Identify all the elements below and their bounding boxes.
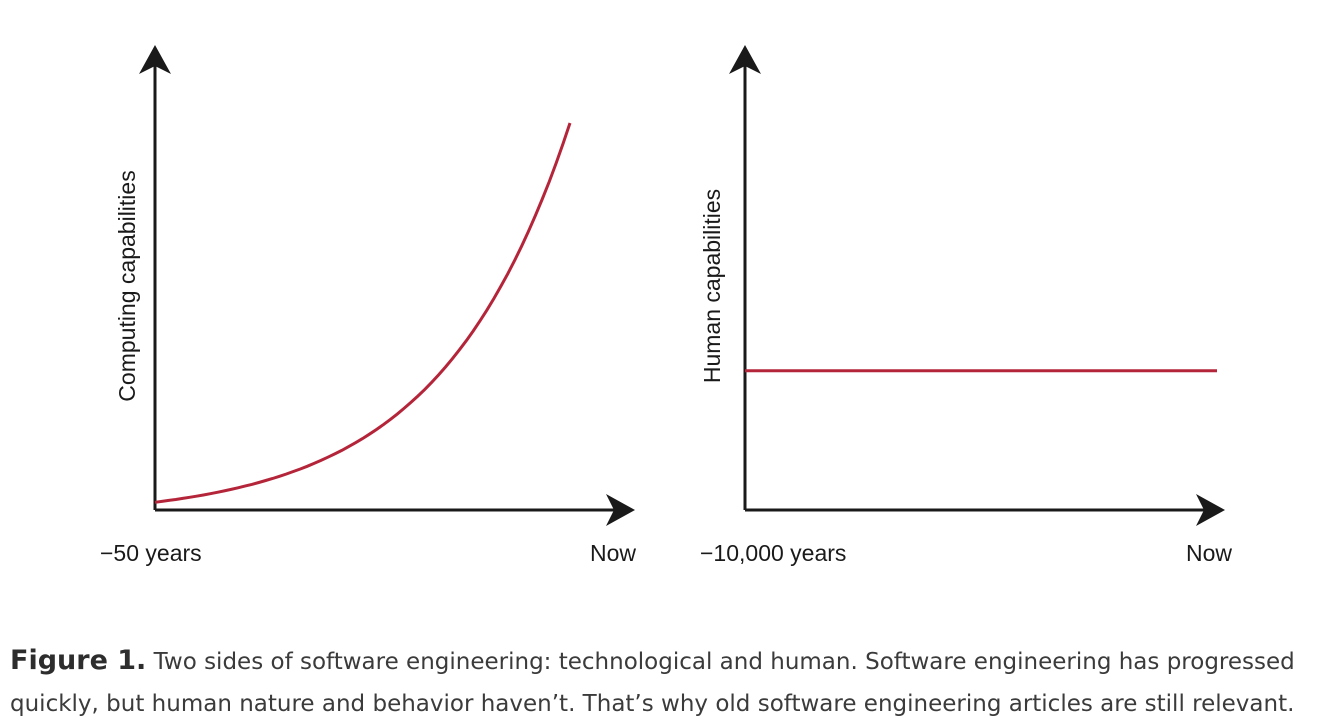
y-axis-arrow-right <box>729 45 761 74</box>
caption-text: Two sides of software engineering: techn… <box>10 649 1295 717</box>
x-tick-label-right-end: Now <box>1186 540 1232 566</box>
y-axis-label-right: Human capabilities <box>699 189 725 383</box>
y-axis-arrow-left <box>139 45 171 74</box>
caption-label: Figure 1. <box>10 645 147 676</box>
x-axis-arrow-left <box>606 494 635 526</box>
x-axis-arrow-right <box>1196 494 1225 526</box>
x-tick-label-left-end: Now <box>590 540 636 566</box>
y-axis-label-left: Computing capabilities <box>114 170 140 401</box>
figure-caption: Figure 1. Two sides of software engineer… <box>10 640 1310 725</box>
figure: Computing capabilities −50 years Now Hum… <box>100 45 1232 566</box>
chart-left: Computing capabilities −50 years Now <box>100 45 636 566</box>
x-tick-label-right-start: −10,000 years <box>700 540 846 566</box>
series-line-computing <box>154 122 572 504</box>
chart-right: Human capabilities −10,000 years Now <box>699 45 1232 566</box>
x-tick-label-left-start: −50 years <box>100 540 202 566</box>
